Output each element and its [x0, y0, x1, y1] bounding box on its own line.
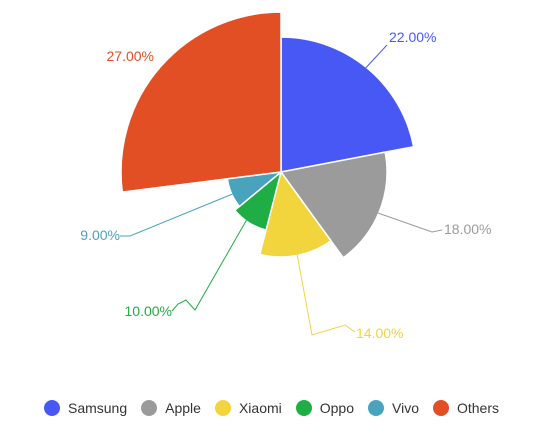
legend-item-oppo[interactable]: Oppo	[295, 400, 354, 416]
data-label-vivo: 9.00%	[80, 227, 120, 243]
legend-label: Xiaomi	[238, 400, 282, 416]
legend-marker	[43, 400, 60, 416]
legend-item-xiaomi[interactable]: Xiaomi	[214, 400, 282, 416]
data-labels: 22.00% 18.00% 14.00% 10.00% 9.00% 27.00%	[80, 29, 491, 341]
pie-slice-samsung[interactable]	[280, 36, 415, 173]
leader-line-oppo	[171, 213, 251, 312]
leader-line-xiaomi	[294, 242, 356, 336]
legend-label: Vivo	[392, 400, 419, 416]
legend-marker	[432, 400, 449, 416]
legend-marker	[214, 400, 231, 416]
legend-item-vivo[interactable]: Vivo	[368, 400, 419, 416]
legend-label: Apple	[165, 400, 201, 416]
leader-line-samsung	[361, 44, 388, 73]
legend-label: Oppo	[319, 400, 354, 416]
pie-slices	[120, 11, 415, 259]
legend-item-samsung[interactable]: Samsung	[43, 400, 128, 416]
legend-marker	[141, 400, 158, 416]
legend-marker	[368, 400, 384, 416]
leader-line-apple	[377, 212, 443, 233]
data-label-apple: 18.00%	[444, 221, 491, 237]
label-leader-lines	[120, 44, 443, 336]
legend-marker	[295, 400, 312, 416]
legend-item-apple[interactable]: Apple	[141, 400, 201, 416]
legend-label: Samsung	[67, 400, 128, 416]
data-label-others: 27.00%	[107, 48, 154, 64]
pie-slice-apple[interactable]	[279, 151, 388, 259]
legend: Samsung Apple Xiaomi Oppo Vivo Others	[0, 396, 543, 420]
leader-line-vivo	[120, 192, 236, 237]
legend-label: Others	[456, 400, 499, 416]
pie-slice-others[interactable]	[120, 11, 282, 193]
pie-slice-oppo[interactable]	[233, 169, 283, 232]
pie-chart: 22.00% 18.00% 14.00% 10.00% 9.00% 27.00%	[80, 11, 491, 341]
data-label-samsung: 22.00%	[389, 29, 436, 45]
data-label-oppo: 10.00%	[125, 303, 172, 319]
legend-item-others[interactable]: Others	[432, 400, 499, 416]
data-label-xiaomi: 14.00%	[356, 325, 403, 341]
